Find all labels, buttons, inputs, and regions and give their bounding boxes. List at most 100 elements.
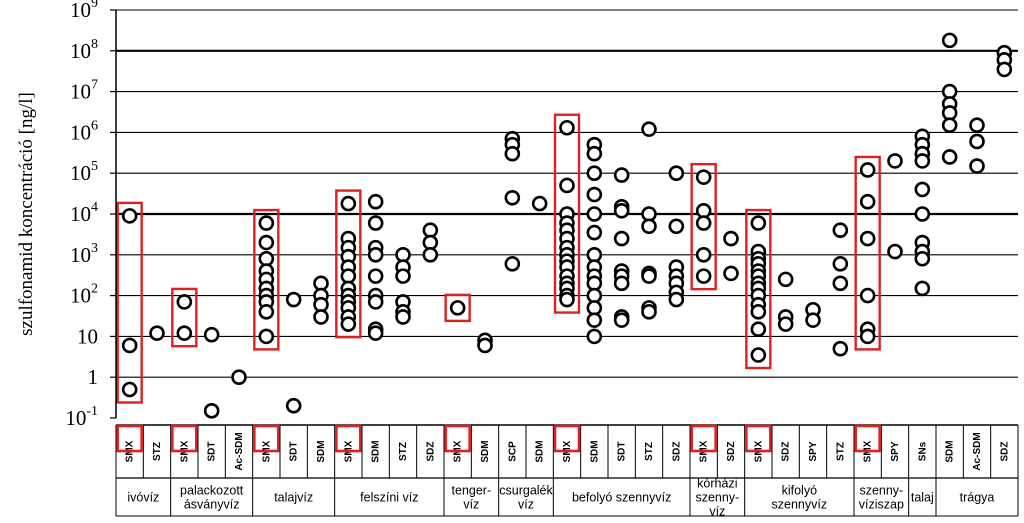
category-highlight-box: [335, 424, 362, 453]
data-point: [586, 186, 603, 203]
data-point: [777, 271, 794, 288]
category-highlight-box: [171, 424, 198, 453]
data-point: [586, 224, 603, 241]
data-point: [668, 165, 685, 181]
highlight-box: [116, 201, 143, 404]
category-label: SDM: [945, 440, 956, 462]
data-point: [258, 328, 275, 345]
data-point: [859, 287, 876, 304]
data-point: [750, 347, 767, 363]
data-point: [477, 337, 493, 354]
data-point: [914, 181, 931, 198]
gridlines: [116, 9, 1018, 378]
data-point: [969, 117, 985, 134]
y-tick-label: 106: [70, 118, 98, 144]
highlight-box: [854, 155, 881, 351]
group-label: szenny-víziszap: [859, 484, 904, 512]
y-tick-label: 108: [70, 37, 98, 63]
highlight-box: [745, 208, 772, 370]
highlight-box: [690, 162, 717, 291]
data-point: [367, 247, 384, 263]
category-label: SNs: [917, 441, 928, 461]
data-point: [914, 280, 931, 297]
data-point: [367, 215, 384, 231]
data-point: [258, 304, 275, 320]
category-label: SDM: [371, 440, 382, 462]
data-point: [121, 208, 138, 224]
y-tick-label: 107: [70, 78, 98, 104]
group-label: trágya: [960, 491, 995, 505]
category-label: SDZ: [425, 442, 436, 462]
data-point: [859, 328, 876, 345]
highlight-boxes: [116, 113, 881, 404]
highlight-box: [253, 208, 280, 351]
data-point: [258, 234, 275, 251]
data-point: [941, 32, 958, 49]
highlight-box: [335, 189, 362, 339]
y-tick-label: 1: [88, 365, 99, 389]
data-point: [668, 291, 685, 308]
data-point: [613, 167, 630, 183]
data-point: [121, 337, 138, 354]
category-highlight-box: [116, 424, 143, 453]
group-label: tenger-víz: [452, 484, 492, 512]
group-label: talajvíz: [274, 491, 313, 505]
data-point: [559, 177, 575, 194]
category-label: SDT: [207, 442, 218, 462]
category-highlight-box: [553, 424, 581, 453]
data-point: [859, 162, 876, 178]
category-label: SDZ: [999, 442, 1010, 462]
data-point: [969, 158, 985, 174]
data-point: [613, 312, 630, 328]
data-point: [422, 247, 439, 263]
data-point: [395, 268, 411, 284]
data-point: [805, 312, 821, 328]
data-point: [750, 215, 767, 231]
group-label: ivóvíz: [127, 491, 159, 505]
category-label: SCP: [507, 441, 518, 462]
data-point: [559, 119, 575, 136]
data-point: [504, 256, 521, 272]
category-highlight-box: [854, 424, 881, 453]
category-label: SPY: [808, 441, 819, 461]
group-label: talaj: [911, 491, 934, 505]
category-label: Ac-SDM: [972, 432, 983, 470]
y-axis-label: szulfonamid koncentráció [ng/l]: [16, 92, 37, 336]
category-label: SDZ: [671, 442, 682, 462]
category-highlight-box: [444, 424, 471, 453]
data-point: [504, 189, 521, 206]
data-point: [859, 230, 876, 247]
category-label: SDM: [535, 440, 546, 462]
data-point: [149, 325, 165, 341]
category-highlight-box: [745, 424, 772, 453]
data-point: [832, 340, 849, 357]
data-point: [887, 153, 903, 169]
data-point: [367, 294, 384, 310]
data-point: [941, 117, 958, 134]
data-point: [531, 195, 548, 212]
data-point: [695, 215, 712, 231]
data-point: [395, 309, 411, 325]
data-point: [750, 304, 767, 320]
category-highlight-box: [253, 424, 280, 453]
data-point: [969, 133, 985, 150]
y-tick-label: 10-1: [65, 404, 98, 430]
category-label: SDT: [289, 442, 300, 462]
data-point: [777, 316, 794, 332]
category-label: Ac-SDM: [234, 432, 245, 470]
data-point: [203, 326, 220, 343]
data-point: [641, 218, 657, 235]
data-point: [231, 369, 247, 386]
data-point: [586, 328, 603, 345]
category-label: STZ: [152, 442, 163, 461]
category-label: SDM: [316, 440, 327, 462]
data-point: [613, 275, 630, 292]
data-point: [641, 268, 657, 284]
y-tick-label: 104: [70, 200, 98, 226]
y-tick-label: 10: [77, 324, 98, 348]
category-label: SDM: [480, 440, 491, 462]
data-point: [340, 316, 357, 332]
data-point: [340, 195, 357, 212]
category-label: SPY: [890, 441, 901, 461]
category-label: SDT: [617, 442, 628, 462]
